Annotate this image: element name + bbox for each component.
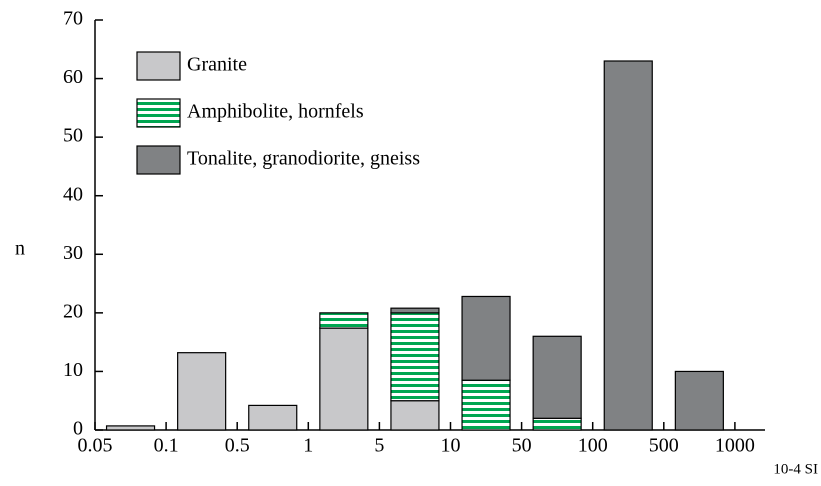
x-tick-label: 50 bbox=[512, 435, 532, 457]
y-tick-label: 70 bbox=[63, 8, 83, 30]
legend-label: Tonalite, granodiorite, gneiss bbox=[187, 148, 420, 170]
y-tick-label: 20 bbox=[63, 300, 83, 322]
bar-segment bbox=[390, 400, 440, 431]
bar-segment bbox=[603, 60, 653, 431]
bar-segment bbox=[390, 312, 440, 402]
legend-swatch bbox=[136, 145, 181, 175]
y-tick-label: 0 bbox=[73, 418, 83, 440]
bar-segment bbox=[532, 417, 582, 431]
bar-segment bbox=[674, 370, 724, 431]
bar-segment bbox=[105, 425, 156, 431]
bar-segment bbox=[390, 307, 440, 314]
y-tick-label: 10 bbox=[63, 359, 83, 381]
y-tick-label: 50 bbox=[63, 125, 83, 147]
note: 10-4 SI bbox=[773, 461, 818, 477]
x-tick-label: 10 bbox=[441, 435, 461, 457]
bar-segment bbox=[461, 295, 511, 381]
bar-segment bbox=[177, 352, 227, 431]
bar-segment bbox=[248, 404, 298, 431]
x-tick-label: 500 bbox=[649, 435, 679, 457]
bar-segment bbox=[319, 312, 369, 329]
legend-swatch bbox=[136, 51, 181, 81]
y-tick-label: 60 bbox=[63, 66, 83, 88]
x-tick-label: 0.05 bbox=[78, 435, 113, 457]
x-tick-label: 100 bbox=[578, 435, 608, 457]
bar-segment bbox=[532, 335, 582, 419]
bar-segment bbox=[319, 327, 369, 431]
y-tick-label: 40 bbox=[63, 183, 83, 205]
bar-segment bbox=[461, 379, 511, 431]
y-axis-label: n bbox=[15, 238, 25, 260]
legend-label: Granite bbox=[187, 54, 247, 76]
x-tick-label: 1 bbox=[303, 435, 313, 457]
x-tick-label: 1000 bbox=[715, 435, 755, 457]
x-tick-label: 0.5 bbox=[225, 435, 250, 457]
y-tick-label: 30 bbox=[63, 242, 83, 264]
x-tick-label: 0.1 bbox=[154, 435, 179, 457]
legend-label: Amphibolite, hornfels bbox=[187, 101, 364, 123]
x-tick-label: 5 bbox=[374, 435, 384, 457]
legend-swatch bbox=[136, 98, 181, 128]
